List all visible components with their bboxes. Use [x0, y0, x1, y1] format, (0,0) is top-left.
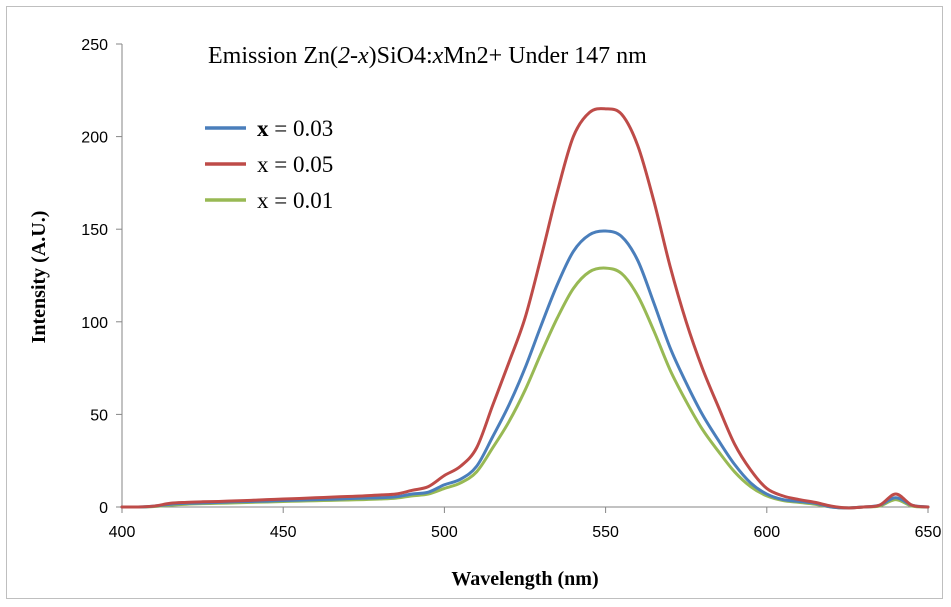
x-tick-label-550: 550: [592, 524, 619, 541]
legend-label-x-003-value: = 0.03: [269, 116, 334, 141]
series-line-x-003: [120, 229, 930, 510]
y-tick-label-150: 150: [81, 222, 108, 239]
x-tick-label-600: 600: [753, 524, 780, 541]
legend-label-x-003: x = 0.03: [257, 116, 333, 141]
x-tick-label-650: 650: [915, 524, 942, 541]
legend-label-x-001: x = 0.01: [257, 188, 333, 213]
y-tick-label-200: 200: [81, 130, 108, 147]
line-chart: Emission Zn(2-x)SiO4:xMn2+ Under 147 nm …: [28, 37, 942, 590]
y-tick-label-0: 0: [99, 500, 108, 517]
chart-title-part-4: x: [432, 43, 444, 69]
y-tick-group: 0 50 100 150 200 250: [81, 37, 122, 517]
chart-title-part-1: Emission Zn(: [208, 43, 338, 69]
chart-title: Emission Zn(2-x)SiO4:xMn2+ Under 147 nm: [208, 43, 647, 69]
x-tick-label-400: 400: [109, 524, 136, 541]
chart-title-part-2: 2-x: [338, 43, 369, 69]
series-group: [120, 107, 930, 510]
chart-title-part-5: Mn2+ Under 147 nm: [443, 43, 647, 69]
y-tick-label-50: 50: [90, 407, 108, 424]
x-tick-group: 400 450 500 550 600 650: [109, 507, 942, 541]
series-line-x-005: [120, 107, 930, 510]
chart-title-part-3: )SiO4:: [369, 43, 433, 69]
x-tick-label-500: 500: [431, 524, 458, 541]
x-tick-label-450: 450: [270, 524, 297, 541]
legend: x = 0.03 x = 0.05 x = 0.01: [205, 116, 333, 213]
series-line-x-001: [120, 266, 930, 510]
legend-label-x-005: x = 0.05: [257, 152, 333, 177]
y-axis-title: Intensity (A.U.): [28, 211, 50, 344]
legend-label-x-003-var: x: [257, 116, 269, 141]
chart-frame: Emission Zn(2-x)SiO4:xMn2+ Under 147 nm …: [6, 6, 943, 599]
y-tick-label-250: 250: [81, 37, 108, 54]
y-tick-label-100: 100: [81, 315, 108, 332]
x-axis-title: Wavelength (nm): [451, 568, 598, 590]
